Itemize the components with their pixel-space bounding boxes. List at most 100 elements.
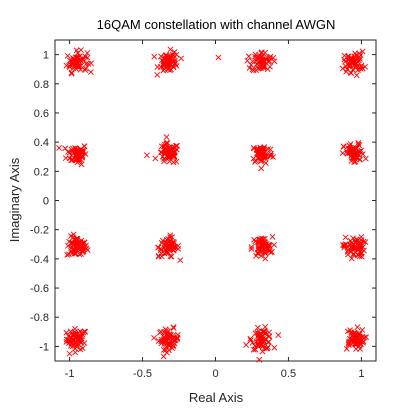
scatter-point xyxy=(72,325,78,332)
scatter-point xyxy=(63,336,70,343)
scatter-point xyxy=(261,235,268,242)
scatter-point xyxy=(69,61,75,67)
scatter-point xyxy=(260,63,267,70)
scatter-point xyxy=(165,66,172,73)
scatter-point xyxy=(271,344,278,351)
scatter-point xyxy=(162,326,169,333)
scatter-point xyxy=(348,330,355,337)
scatter-point xyxy=(264,66,271,73)
y-tick-label: 0.2 xyxy=(34,166,49,178)
scatter-point xyxy=(163,338,170,344)
scatter-point xyxy=(161,158,167,165)
scatter-point xyxy=(341,242,348,249)
scatter-point xyxy=(262,49,269,56)
x-tick-label: 0.5 xyxy=(281,368,296,380)
x-axis-ticks: -1 -0.5 0 0.5 1 xyxy=(65,40,364,380)
scatter-point xyxy=(170,343,177,350)
scatter-point xyxy=(339,150,346,157)
scatter-point xyxy=(267,53,274,60)
scatter-point xyxy=(72,250,79,257)
scatter-point xyxy=(340,143,347,150)
scatter-point xyxy=(74,147,81,154)
scatter-point xyxy=(151,53,158,60)
scatter-point xyxy=(70,331,77,338)
x-tick-label: 0 xyxy=(212,368,218,380)
scatter-point xyxy=(172,148,179,155)
scatter-point xyxy=(354,339,361,346)
scatter-point xyxy=(82,67,89,74)
scatter-point xyxy=(353,72,360,79)
scatter-point xyxy=(359,48,366,55)
scatter-point xyxy=(155,338,162,344)
scatter-point xyxy=(167,46,174,53)
scatter-point xyxy=(173,158,180,165)
chart-title: 16QAM constellation with channel AWGN xyxy=(97,17,336,32)
scatter-point xyxy=(348,255,355,262)
scatter-point xyxy=(362,155,369,162)
scatter-point xyxy=(356,148,362,155)
scatter-point xyxy=(243,342,250,348)
scatter-point xyxy=(360,339,366,346)
scatter-point xyxy=(75,62,82,69)
scatter-point xyxy=(166,56,172,63)
scatter-point xyxy=(258,165,265,172)
y-axis-ticks: 1 0.8 0.6 0.4 0.2 0 -0.2 -0.4 -0.6 -0.8 -1 xyxy=(30,50,376,353)
scatter-point xyxy=(69,336,76,343)
scatter-point xyxy=(267,152,274,159)
scatter-point xyxy=(64,52,71,59)
scatter-point xyxy=(84,50,91,56)
scatter-point xyxy=(254,324,261,331)
scatter-point xyxy=(161,141,168,148)
scatter-point xyxy=(69,148,76,155)
scatter-point xyxy=(77,346,84,353)
scatter-point xyxy=(167,145,173,151)
scatter-point xyxy=(161,147,168,154)
scatter-point xyxy=(155,244,161,251)
scatter-point xyxy=(88,60,94,67)
scatter-point xyxy=(265,146,272,153)
scatter-point xyxy=(79,240,86,247)
x-axis-label: Real Axis xyxy=(189,390,244,405)
scatter-point xyxy=(353,64,360,70)
scatter-point xyxy=(264,246,271,252)
scatter-point xyxy=(343,68,350,75)
scatter-point xyxy=(165,249,172,256)
scatter-point xyxy=(166,64,173,71)
scatter-point xyxy=(160,61,167,68)
scatter-point xyxy=(248,244,255,250)
scatter-point xyxy=(248,62,255,68)
scatter-point xyxy=(263,345,270,352)
scatter-point xyxy=(247,337,254,344)
scatter-point xyxy=(351,159,358,165)
scatter-point xyxy=(66,350,73,357)
scatter-point xyxy=(157,64,164,70)
scatter-point xyxy=(355,67,361,74)
scatter-point xyxy=(359,333,366,340)
scatter-point xyxy=(166,154,173,161)
scatter-point xyxy=(158,239,165,246)
scatter-point xyxy=(342,234,349,241)
scatter-point xyxy=(345,57,352,63)
scatter-point xyxy=(158,149,165,156)
scatter-point xyxy=(275,332,282,338)
scatter-point xyxy=(262,160,269,166)
scatter-point xyxy=(76,151,83,158)
scatter-point xyxy=(83,61,90,67)
scatter-point xyxy=(154,71,161,78)
scatter-point xyxy=(262,330,269,337)
scatter-point xyxy=(270,154,277,160)
plot-area xyxy=(54,39,377,362)
scatter-point xyxy=(144,152,150,159)
scatter-point xyxy=(247,335,254,342)
scatter-point xyxy=(170,324,177,331)
scatter-point xyxy=(70,342,77,349)
scatter-point xyxy=(165,243,172,250)
scatter-point xyxy=(259,53,266,60)
scatter-point xyxy=(169,59,176,65)
scatter-point xyxy=(167,243,174,250)
scatter-point xyxy=(81,239,88,246)
scatter-point xyxy=(81,328,88,335)
scatter-point xyxy=(170,152,177,159)
scatter-point xyxy=(178,55,185,62)
scatter-point xyxy=(69,246,76,253)
